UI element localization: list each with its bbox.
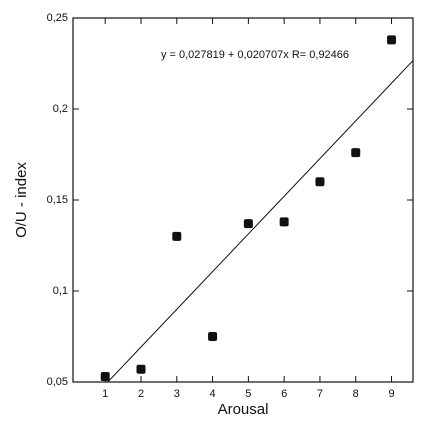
y-tick-label: 0,1: [53, 285, 68, 297]
scatter-point: [172, 231, 182, 241]
scatter-point: [315, 177, 325, 187]
x-tick-label: 6: [281, 388, 287, 400]
scatter-point: [387, 35, 397, 45]
x-tick-label: 4: [210, 388, 216, 400]
x-tick-label: 2: [138, 388, 144, 400]
x-tick-label: 5: [245, 388, 251, 400]
plot-frame: [72, 17, 414, 383]
x-tick-label: 3: [174, 388, 180, 400]
y-tick-label: 0,05: [47, 376, 68, 388]
x-tick-label: 7: [317, 388, 323, 400]
regression-line: [107, 60, 413, 382]
y-tick-label: 0,15: [47, 194, 68, 206]
x-tick-label: 9: [388, 388, 394, 400]
scatter-point: [243, 219, 253, 229]
scatter-point: [136, 364, 146, 374]
x-tick-label: 1: [102, 388, 108, 400]
regression-annotation: y = 0,027819 + 0,020707x R= 0,92466: [161, 49, 349, 61]
y-tick-label: 0,2: [53, 103, 68, 115]
scatter-point: [100, 372, 110, 382]
scatter-point: [208, 332, 218, 341]
scatter-point: [279, 217, 289, 227]
y-tick-label: 0,25: [47, 12, 68, 24]
x-axis-title: Arousal: [218, 401, 269, 418]
scatter-point: [351, 148, 361, 158]
regression-group: [107, 60, 413, 382]
x-tick-label: 8: [353, 388, 359, 400]
y-axis-title: O/U - index: [13, 162, 30, 238]
